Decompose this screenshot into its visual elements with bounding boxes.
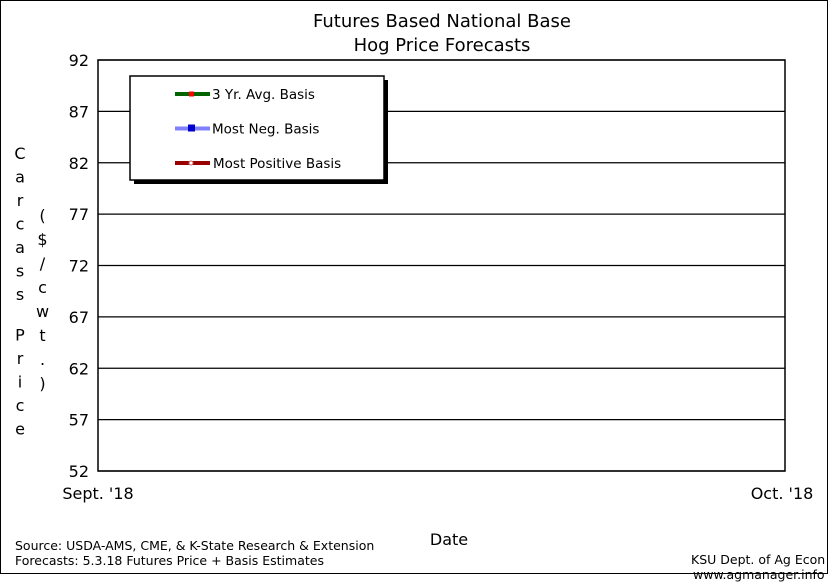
chart-title-line2: Hog Price Forecasts — [354, 35, 531, 56]
chart-title-line1: Futures Based National Base — [313, 11, 571, 32]
legend-marker — [189, 91, 194, 97]
y-axis-label-char: C — [14, 144, 25, 163]
y-tick-label: 72 — [69, 257, 89, 276]
y-axis-label-char: a — [15, 238, 25, 257]
legend-label: Most Positive Basis — [213, 156, 341, 172]
source-note: Source: USDA-AMS, CME, & K-State Researc… — [15, 538, 375, 553]
y-axis-unit-label: ($/cwt.) — [33, 206, 52, 398]
y-axis-label-char: a — [15, 168, 25, 187]
credit-note: KSU Dept. of Ag Econ — [691, 552, 826, 567]
website-note: www.agmanager.info — [693, 567, 825, 582]
y-tick-label: 62 — [69, 359, 89, 378]
y-tick-label: 92 — [69, 51, 89, 70]
y-axis-label-char: r — [17, 349, 24, 368]
y-tick-label: 57 — [69, 411, 89, 430]
legend-label: Most Neg. Basis — [212, 122, 319, 138]
legend-marker — [188, 124, 195, 132]
y-tick-label: 77 — [69, 205, 89, 224]
x-axis-label: Date — [430, 530, 468, 549]
legend-marker — [188, 160, 194, 166]
plot-area — [97, 59, 786, 472]
forecast-note: Forecasts: 5.3.18 Futures Price + Basis … — [15, 553, 324, 568]
y-axis-label-char: c — [16, 396, 25, 415]
legend-label: 3 Yr. Avg. Basis — [212, 87, 315, 103]
x-tick-label: Sept. '18 — [62, 484, 133, 503]
y-tick-label: 82 — [69, 154, 89, 173]
y-axis-label-char: s — [16, 285, 24, 304]
y-axis-label-char: i — [18, 373, 22, 392]
legend: 3 Yr. Avg. Basis Most Neg. Basis Most Posi… — [129, 75, 388, 184]
y-axis-label-char: c — [16, 215, 25, 234]
y-axis-label-char: s — [16, 262, 24, 281]
y-axis-label-char: P — [15, 326, 25, 345]
y-axis-label-char: r — [17, 191, 24, 210]
y-tick-label: 87 — [69, 102, 89, 121]
x-tick-label: Oct. '18 — [751, 484, 814, 503]
y-axis-label-char: e — [15, 420, 25, 439]
y-tick-label: 67 — [69, 308, 89, 327]
y-tick-label: 52 — [69, 462, 89, 481]
